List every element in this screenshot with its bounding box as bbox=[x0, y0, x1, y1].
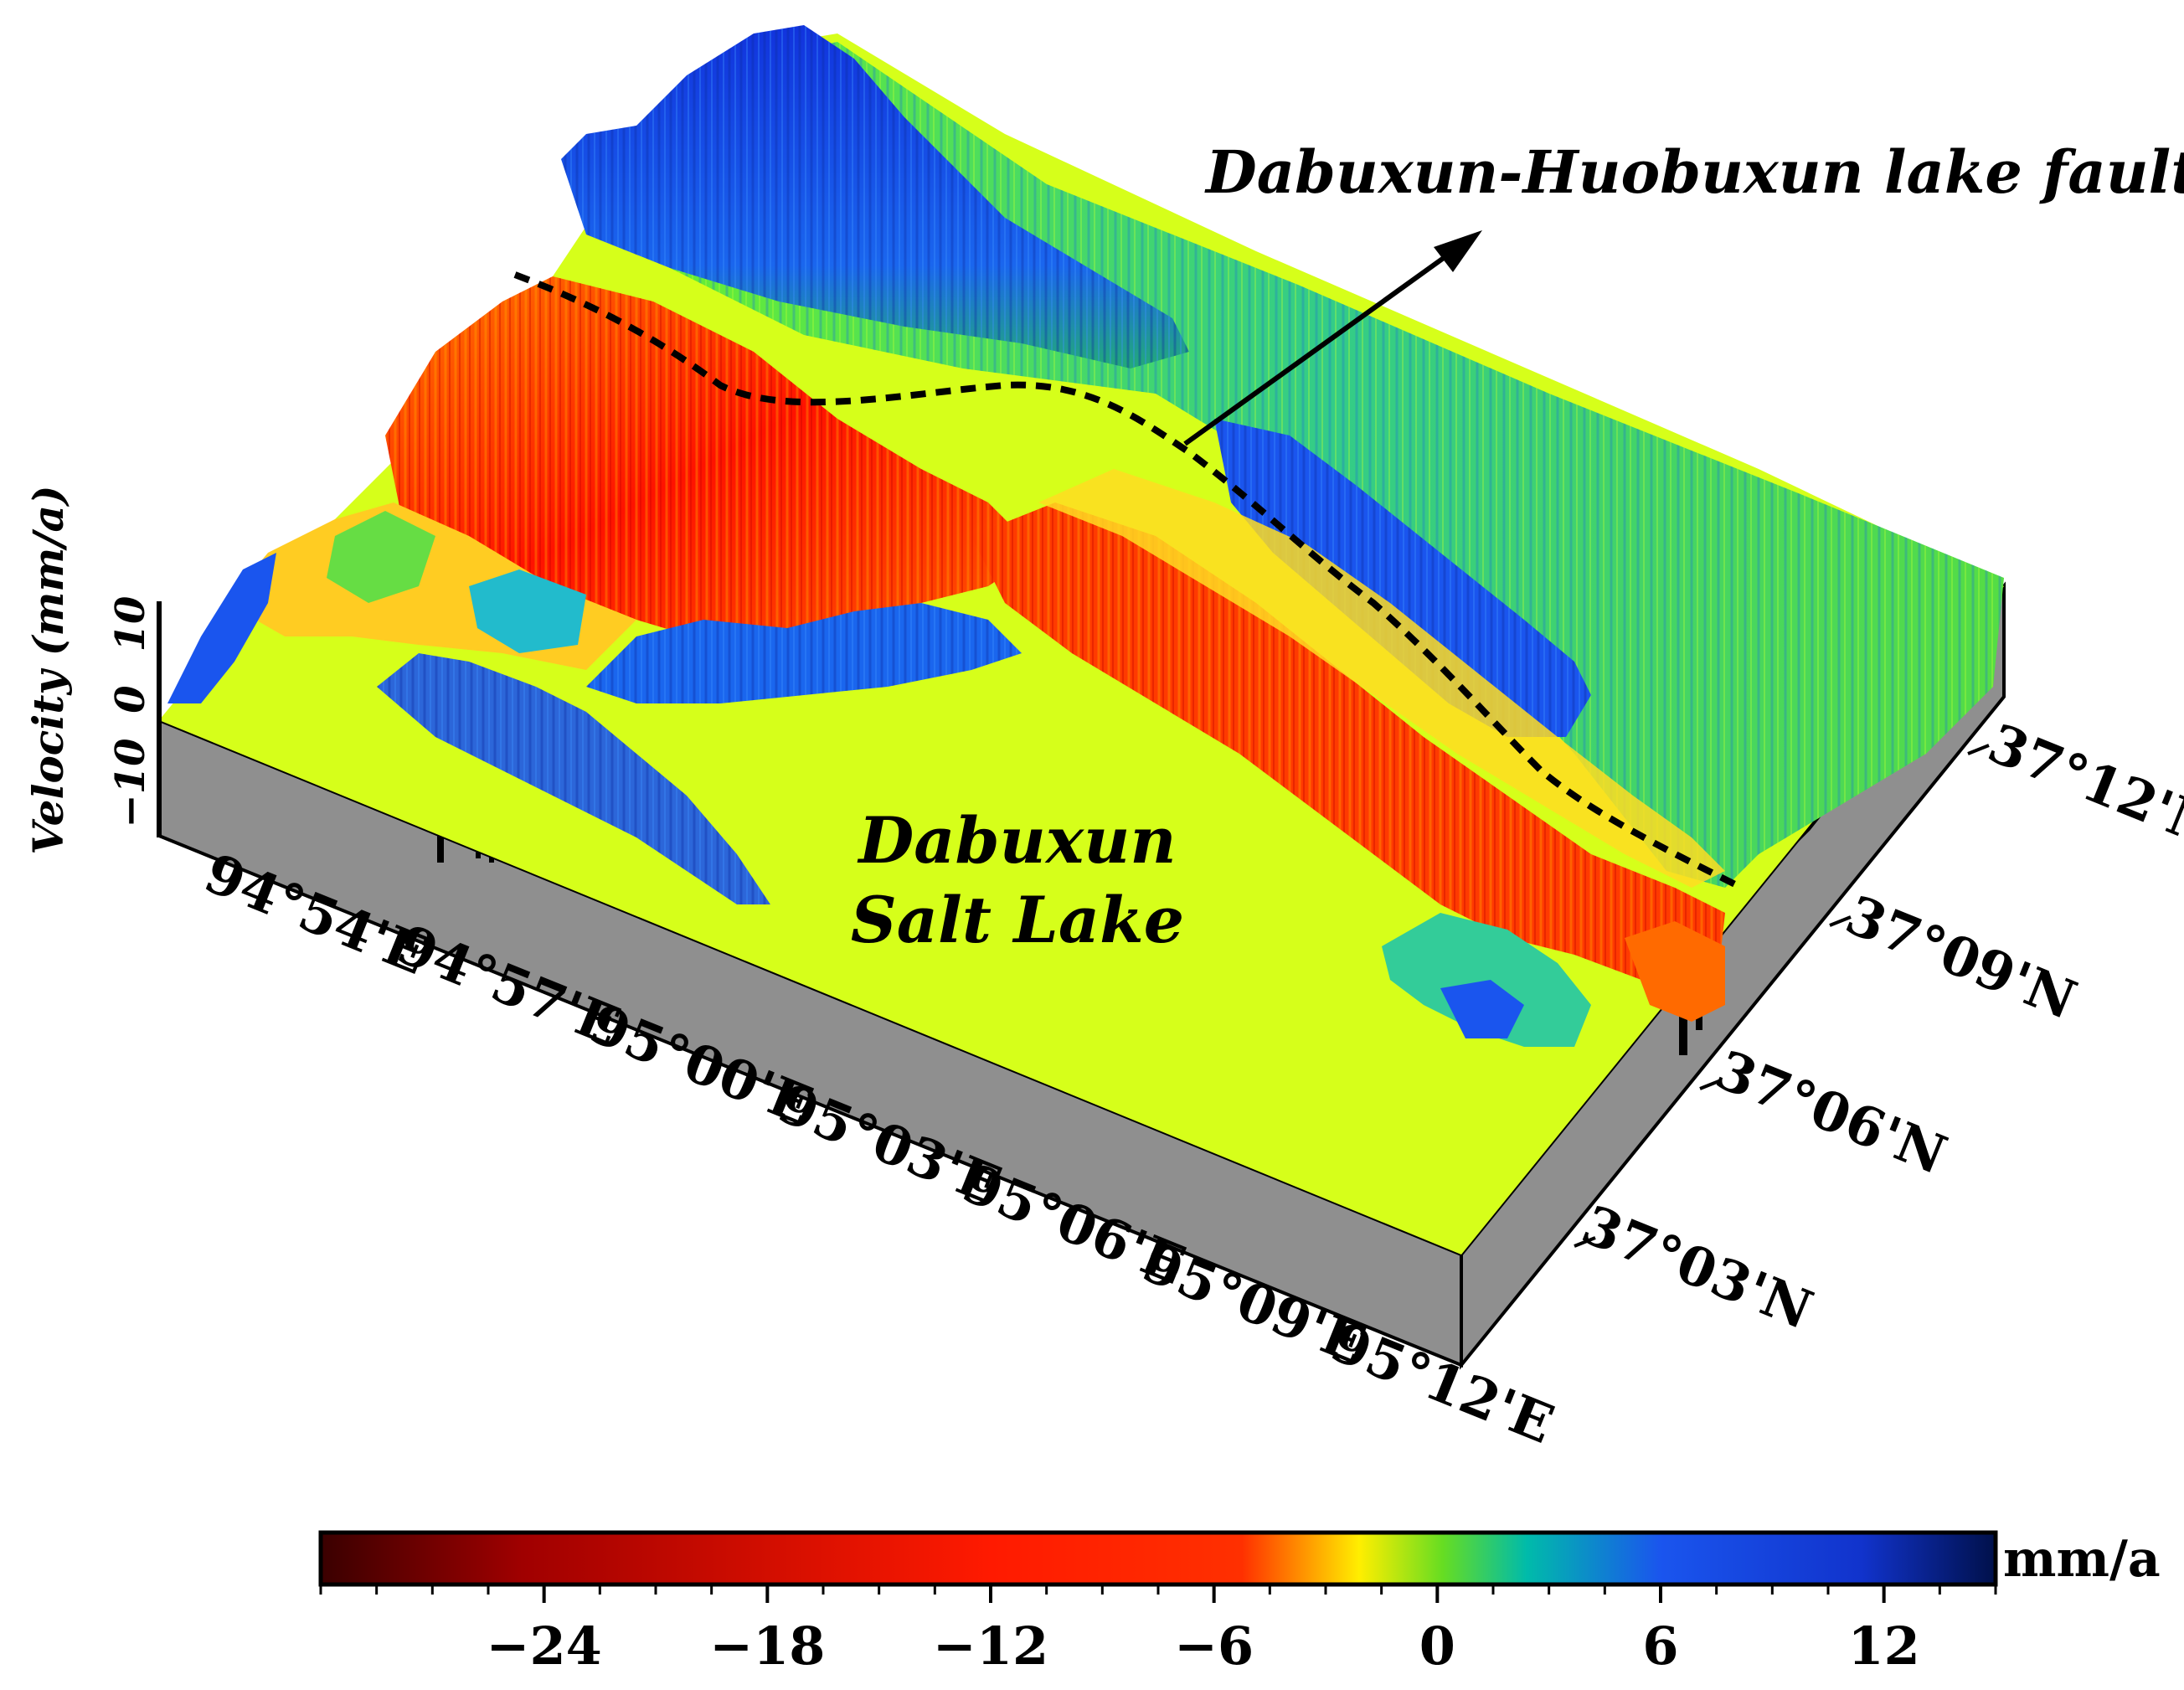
colorbar-tick-label: 6 bbox=[1642, 1615, 1678, 1677]
region-blue-west-edge bbox=[167, 553, 276, 703]
colorbar-tick-label: −12 bbox=[933, 1615, 1048, 1677]
colorbar-tick-label: −6 bbox=[1174, 1615, 1254, 1677]
fault-label: Dabuxun-Huobuxun lake fault bbox=[1204, 137, 2184, 207]
lake-label-line1: Dabuxun bbox=[857, 803, 1176, 878]
velocity-surface bbox=[159, 25, 2004, 1255]
colorbar-tick-label: −24 bbox=[487, 1615, 602, 1677]
colorbar-unit: mm/a bbox=[2003, 1530, 2161, 1589]
lat-label: 37°09'N bbox=[1837, 884, 2084, 1033]
colorbar-ticks: −24 −18 −12 −6 0 6 12 bbox=[319, 1584, 1997, 1677]
lat-label: 37°03'N bbox=[1574, 1193, 1821, 1342]
vertical-axis-label: Velocity (mm/a) bbox=[23, 485, 73, 854]
vertical-tick-minus10: −10 bbox=[107, 738, 154, 827]
colorbar-gradient bbox=[318, 1530, 1998, 1587]
lake-label-line2: Salt Lake bbox=[851, 883, 1184, 957]
colorbar: −24 −18 −12 −6 0 6 12 mm/a bbox=[318, 1530, 2161, 1677]
lat-label: 37°12'N bbox=[1980, 712, 2184, 861]
vertical-axis: Velocity (mm/a) 10 0 −10 bbox=[23, 485, 162, 855]
fault-trace bbox=[513, 271, 1744, 891]
colorbar-tick-label: 12 bbox=[1848, 1615, 1920, 1677]
colorbar-tick-label: 0 bbox=[1419, 1615, 1455, 1677]
colorbar-tick-label: −18 bbox=[709, 1615, 825, 1677]
vertical-tick-0: 0 bbox=[107, 685, 154, 713]
fault-arrow bbox=[1183, 230, 1482, 446]
latitude-ticks bbox=[1574, 744, 1990, 1248]
lat-label: 37°06'N bbox=[1708, 1038, 1955, 1188]
vertical-tick-10: 10 bbox=[107, 596, 154, 652]
